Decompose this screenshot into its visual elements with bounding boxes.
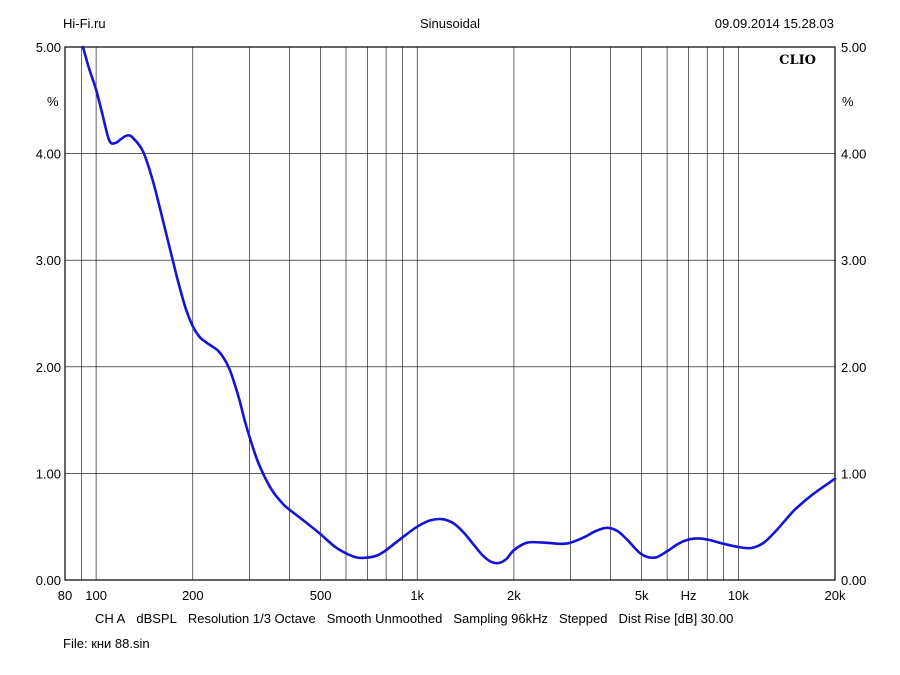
header-timestamp: 09.09.2014 15.28.03	[714, 16, 834, 31]
x-tick-label: 2k	[507, 588, 521, 603]
y-tick-label: 2.00	[841, 360, 866, 375]
y-tick-label: 5.00	[36, 40, 61, 55]
setting-item: Smooth Unmoothed	[326, 611, 443, 626]
setting-item: Dist Rise [dB] 30.00	[618, 611, 734, 626]
plot-frame	[64, 46, 836, 581]
y-tick-label: 3.00	[36, 253, 61, 268]
y-tick-label: 3.00	[841, 253, 866, 268]
x-tick-label: 1k	[410, 588, 424, 603]
y-tick-label: 4.00	[36, 147, 61, 162]
x-tick-label: 100	[85, 588, 107, 603]
x-tick-label: 80	[58, 588, 72, 603]
y-gridlines	[65, 46, 835, 581]
x-gridlines	[64, 47, 836, 580]
header-measurement-type: Sinusoidal	[420, 16, 480, 31]
header-site: Hi-Fi.ru	[63, 16, 106, 31]
x-tick-label: Hz	[681, 588, 697, 603]
x-tick-label: 5k	[635, 588, 649, 603]
y-tick-label: 0.00	[36, 573, 61, 588]
setting-item: Stepped	[559, 611, 608, 626]
y-unit-right: %	[842, 94, 854, 109]
setting-item: Sampling 96kHz	[453, 611, 549, 626]
file-label: File:	[63, 636, 88, 651]
clio-logo: CLIO	[779, 53, 816, 68]
y-tick-labels-right: 0.00 1.00 2.00 3.00 4.00 5.00	[841, 40, 866, 588]
x-tick-label: 20k	[825, 588, 846, 603]
file-info: File: кни 88.sin	[63, 636, 150, 651]
x-tick-labels: 80 100 200 500 1k 2k 5k Hz 10k 20k	[58, 588, 846, 603]
y-tick-label: 4.00	[841, 147, 866, 162]
distortion-series-line	[81, 45, 837, 565]
file-name: кни 88.sin	[91, 636, 150, 651]
x-tick-label: 500	[310, 588, 332, 603]
x-tick-label: 10k	[728, 588, 749, 603]
x-tick-label: 200	[182, 588, 204, 603]
setting-item: Resolution 1/3 Octave	[187, 611, 316, 626]
y-unit-left: %	[47, 94, 59, 109]
y-tick-labels-left: 0.00 1.00 2.00 3.00 4.00 5.00	[36, 40, 61, 588]
y-tick-label: 2.00	[36, 360, 61, 375]
setting-item: CH A	[95, 611, 126, 626]
y-tick-label: 1.00	[36, 466, 61, 481]
y-tick-label: 1.00	[841, 466, 866, 481]
measurement-settings: CH A dBSPL Resolution 1/3 Octave Smooth Unm…	[95, 611, 744, 626]
y-tick-label: 0.00	[841, 573, 866, 588]
setting-item: dBSPL	[136, 611, 177, 626]
y-tick-label: 5.00	[841, 40, 866, 55]
